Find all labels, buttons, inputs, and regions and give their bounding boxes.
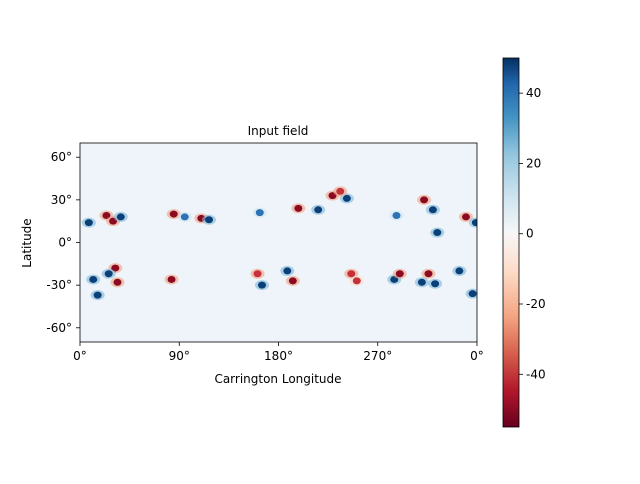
- colorbar-tick-label: -40: [526, 367, 546, 381]
- colorbar: 40 20 0 -20 -40: [502, 57, 546, 428]
- field-region: [424, 270, 433, 278]
- y-tick-label: 30°: [51, 193, 72, 207]
- y-axis: 60° 30° 0° -30° -60°: [46, 150, 80, 335]
- x-tick-label: 90°: [169, 349, 190, 363]
- field-region: [471, 219, 477, 227]
- field-region: [294, 204, 303, 212]
- y-tick-label: 0°: [58, 236, 72, 250]
- field-region: [288, 277, 297, 285]
- field-region: [314, 206, 323, 214]
- x-axis-label: Carrington Longitude: [214, 372, 341, 386]
- field-region: [283, 267, 292, 275]
- field-region: [84, 219, 93, 227]
- field-region: [111, 264, 120, 272]
- field-region: [395, 270, 404, 278]
- y-tick-label: -30°: [46, 278, 72, 292]
- field-region: [104, 270, 113, 278]
- field-region: [167, 275, 176, 283]
- field-region: [89, 275, 98, 283]
- colorbar-tick-label: -20: [526, 297, 546, 311]
- field-region: [431, 280, 440, 288]
- field-region: [113, 278, 122, 286]
- x-tick-label: 0°: [470, 349, 484, 363]
- field-region: [255, 209, 264, 217]
- y-tick-label: 60°: [51, 150, 72, 164]
- field-region: [461, 213, 470, 221]
- x-tick-label: 0°: [73, 349, 87, 363]
- plot-background: [80, 143, 477, 342]
- field-region: [257, 281, 266, 289]
- field-region: [169, 210, 178, 218]
- field-region: [253, 270, 262, 278]
- field-region: [336, 187, 345, 195]
- field-region: [392, 211, 401, 219]
- y-axis-label: Latitude: [20, 218, 34, 267]
- plot-area: [79, 142, 478, 343]
- field-region: [455, 267, 464, 275]
- field-region: [468, 290, 477, 298]
- field-region: [180, 213, 189, 221]
- field-region: [428, 206, 437, 214]
- x-axis: 0° 90° 180° 270° 0°: [73, 342, 484, 363]
- field-region: [342, 194, 351, 202]
- field-region: [93, 291, 102, 299]
- y-tick-label: -60°: [46, 321, 72, 335]
- field-region: [417, 278, 426, 286]
- chart-title: Input field: [248, 124, 309, 138]
- colorbar-tick-label: 20: [526, 156, 541, 170]
- field-region: [347, 270, 356, 278]
- field-region: [433, 229, 442, 237]
- field-region: [420, 196, 429, 204]
- field-region: [102, 211, 111, 219]
- colorbar-tick-label: 0: [526, 227, 534, 241]
- x-tick-label: 180°: [264, 349, 293, 363]
- field-region: [352, 277, 361, 285]
- colorbar-gradient: [502, 57, 520, 428]
- x-tick-label: 270°: [363, 349, 392, 363]
- field-region: [116, 213, 125, 221]
- field-region: [205, 216, 214, 224]
- colorbar-tick-label: 40: [526, 86, 541, 100]
